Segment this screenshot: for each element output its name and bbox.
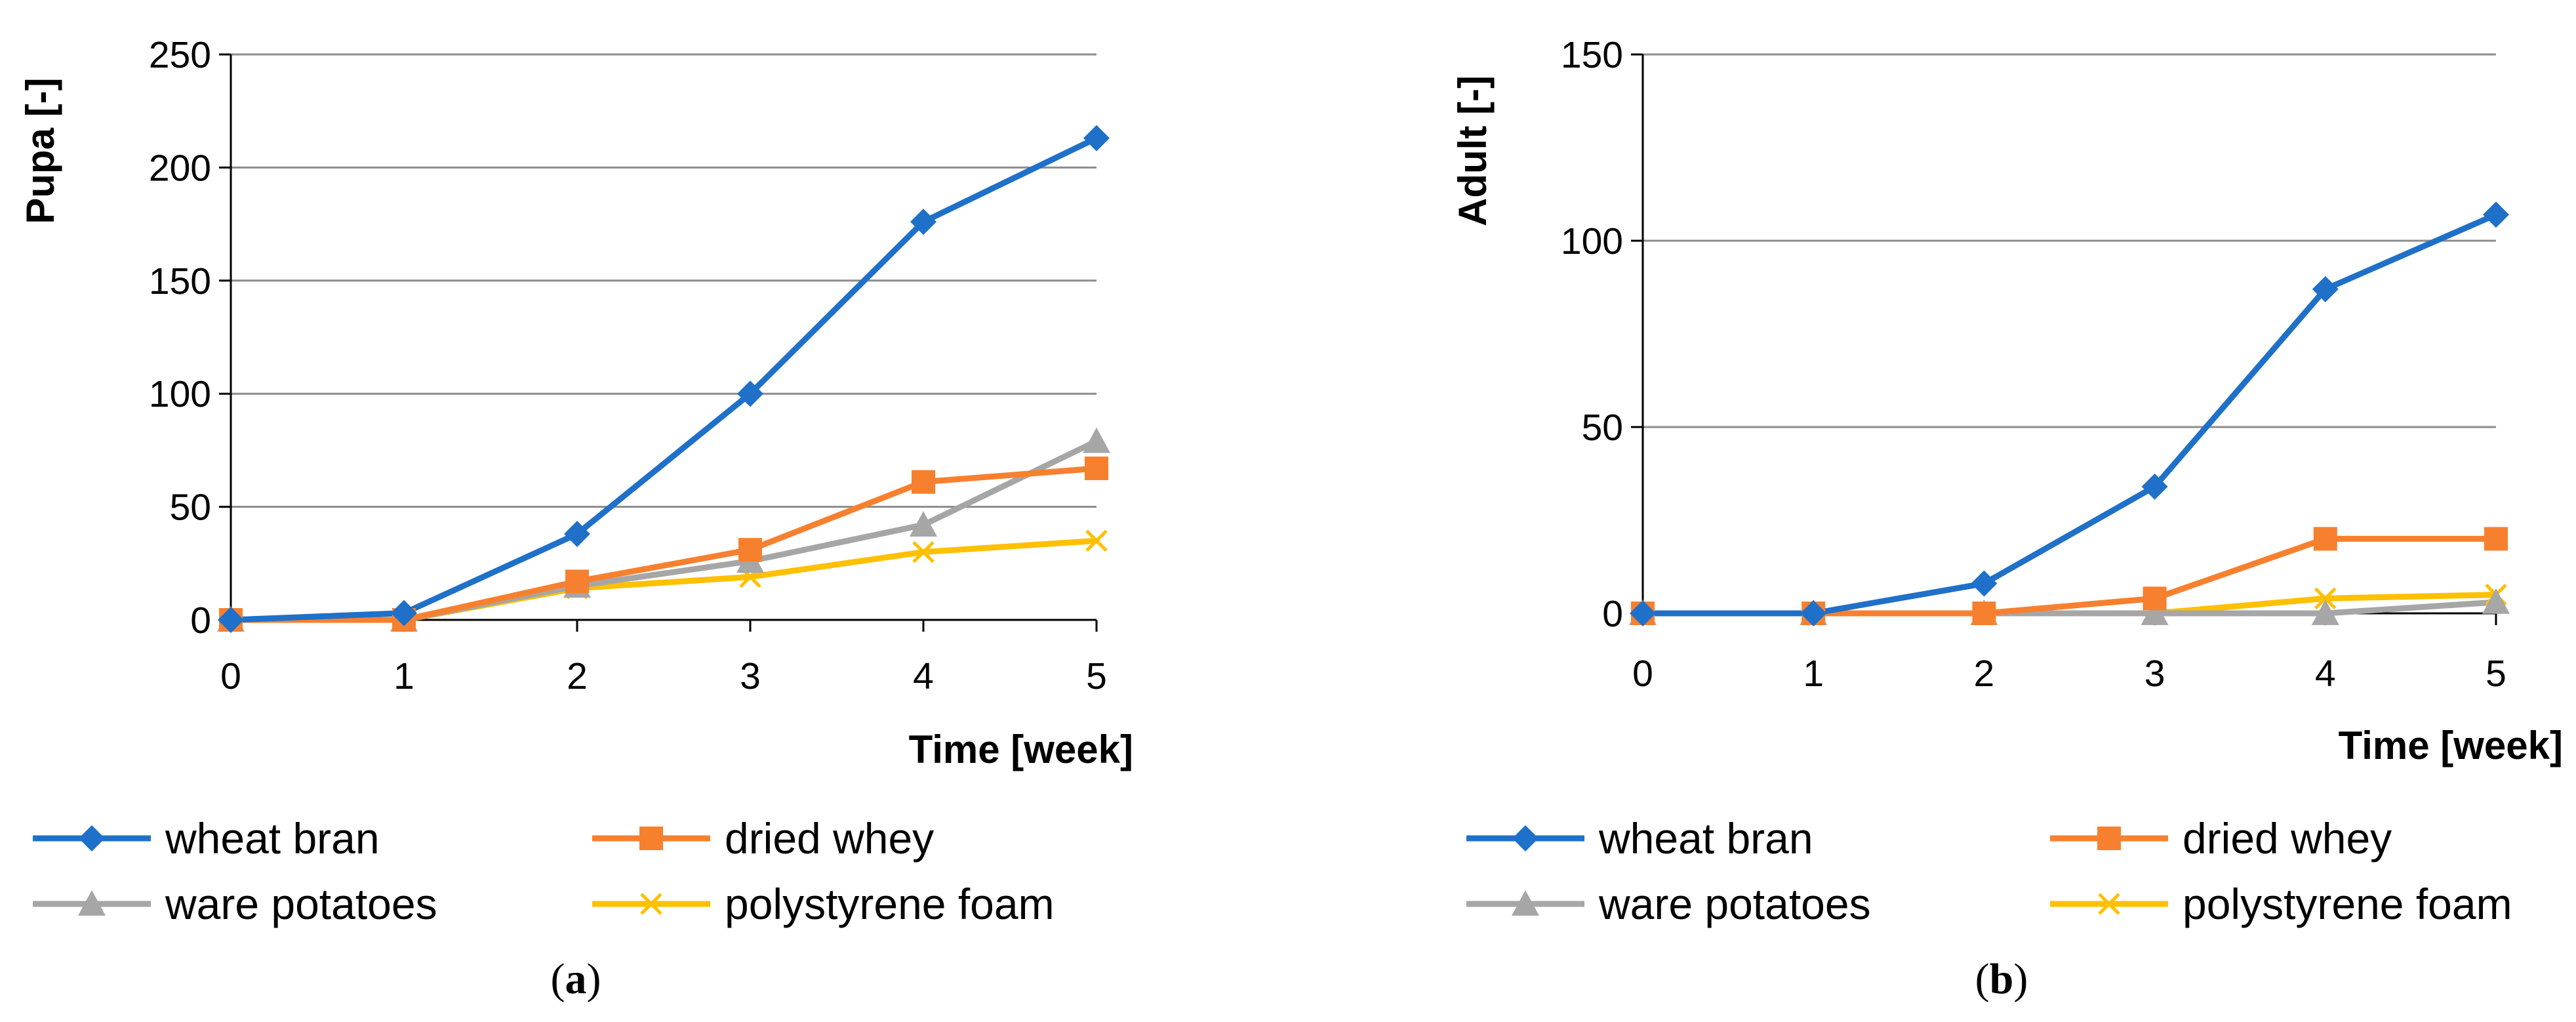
series-line-a-wheat-bran bbox=[228, 135, 1100, 623]
x-tick-label-b-0: 0 bbox=[1632, 653, 1653, 695]
legend-label-b-polystyrene-foam: polystyrene foam bbox=[2183, 880, 2512, 928]
data-point-b-wheat-bran-5 bbox=[2483, 201, 2509, 228]
x-tick-label-a-1: 1 bbox=[393, 655, 414, 697]
x-tick-label-b-2: 2 bbox=[1974, 653, 1995, 695]
series-line-a-polystyrene-foam bbox=[228, 537, 1100, 623]
data-point-a-ware-potatoes-5 bbox=[1083, 427, 1110, 453]
panel-caption-close-a: ) bbox=[587, 955, 601, 1003]
data-point-a-wheat-bran-5 bbox=[1083, 125, 1110, 152]
panel-caption-a: (a) bbox=[551, 955, 601, 1003]
data-point-b-dried-whey-5 bbox=[2484, 527, 2508, 551]
data-point-a-wheat-bran-1 bbox=[391, 600, 417, 626]
series-line-b-wheat-bran bbox=[1640, 211, 2499, 617]
data-point-a-dried-whey-4 bbox=[912, 470, 935, 494]
y-tick-label-a-2: 100 bbox=[149, 373, 211, 415]
data-point-a-dried-whey-5 bbox=[1085, 456, 1108, 480]
y-axis-title-b: Adult [-] bbox=[1451, 75, 1495, 226]
data-point-a-dried-whey-3 bbox=[738, 538, 762, 562]
legend-label-a-polystyrene-foam: polystyrene foam bbox=[725, 880, 1055, 928]
y-tick-label-a-4: 200 bbox=[149, 147, 211, 189]
data-point-a-wheat-bran-3 bbox=[737, 380, 763, 407]
data-point-b-dried-whey-2 bbox=[1972, 602, 1996, 625]
legend-label-b-dried-whey: dried whey bbox=[2183, 814, 2392, 863]
chart-a: 0 50 100 150 200 250 0 1 2 3 4 5 Time [week] Pupa [-]… bbox=[18, 34, 1133, 1003]
legend-marker-a-wheat-bran bbox=[79, 825, 105, 851]
data-point-a-wheat-bran-4 bbox=[910, 209, 936, 235]
panel-caption-letter-b: b bbox=[1990, 955, 2014, 1003]
data-point-b-dried-whey-4 bbox=[2313, 527, 2337, 551]
data-point-b-wheat-bran-4 bbox=[2312, 276, 2339, 302]
x-tick-label-a-3: 3 bbox=[740, 655, 761, 697]
x-tick-label-a-2: 2 bbox=[567, 655, 588, 697]
x-tick-label-a-0: 0 bbox=[220, 655, 241, 697]
y-axis-title-a: Pupa [-] bbox=[18, 77, 62, 224]
legend-marker-b-polystyrene-foam bbox=[2098, 893, 2120, 915]
x-tick-label-a-4: 4 bbox=[913, 655, 934, 697]
data-point-b-wheat-bran-1 bbox=[1800, 600, 1827, 626]
legend-marker-b-wheat-bran bbox=[1512, 825, 1539, 851]
y-tick-label-a-1: 50 bbox=[170, 487, 211, 529]
legend-label-a-wheat-bran: wheat bran bbox=[165, 814, 380, 863]
data-point-a-wheat-bran-2 bbox=[564, 520, 590, 547]
panel-caption-open-b: ( bbox=[1975, 955, 1990, 1003]
y-tick-label-a-0: 0 bbox=[190, 600, 211, 642]
legend-label-b-ware-potatoes: ware potatoes bbox=[1598, 880, 1871, 928]
x-axis-title-a: Time [week] bbox=[909, 727, 1133, 771]
data-point-b-wheat-bran-0 bbox=[1630, 600, 1656, 626]
panel-caption-b: (b) bbox=[1975, 955, 2028, 1003]
series-line-a-ware-potatoes bbox=[228, 438, 1100, 623]
data-point-b-ware-potatoes-4 bbox=[2311, 600, 2339, 625]
y-tick-label-b-2: 100 bbox=[1561, 220, 1623, 262]
y-tick-label-b-0: 0 bbox=[1602, 593, 1623, 635]
data-point-b-ware-potatoes-3 bbox=[2141, 600, 2169, 625]
data-point-b-ware-potatoes-5 bbox=[2482, 588, 2510, 614]
data-point-a-polystyrene-foam-4 bbox=[912, 541, 935, 563]
legend-marker-a-polystyrene-foam bbox=[640, 893, 662, 915]
y-tick-label-a-5: 250 bbox=[149, 34, 211, 76]
legend-marker-b-ware-potatoes bbox=[1512, 890, 1539, 916]
y-tick-label-b-1: 50 bbox=[1582, 407, 1623, 449]
legend-label-a-dried-whey: dried whey bbox=[725, 814, 934, 863]
y-tick-label-b-3: 150 bbox=[1561, 34, 1623, 76]
series-line-b-dried-whey bbox=[1640, 535, 2499, 617]
legend-marker-a-ware-potatoes bbox=[78, 890, 106, 916]
legend-label-b-wheat-bran: wheat bran bbox=[1598, 814, 1813, 863]
legend-label-a-ware-potatoes: ware potatoes bbox=[165, 880, 437, 928]
data-point-b-dried-whey-3 bbox=[2143, 586, 2167, 611]
legend-marker-b-dried-whey bbox=[2097, 827, 2121, 850]
panel-caption-close-b: ) bbox=[2013, 955, 2028, 1003]
data-point-a-dried-whey-2 bbox=[565, 569, 589, 594]
data-point-b-wheat-bran-2 bbox=[1971, 570, 1998, 597]
chart-b: 0 50 100 150 0 1 2 3 4 5 Time [week] Adult [-] wheat… bbox=[1451, 34, 2563, 1003]
panel-caption-letter-a: a bbox=[565, 955, 587, 1003]
series-line-a-dried-whey bbox=[228, 465, 1100, 623]
x-tick-label-b-4: 4 bbox=[2315, 653, 2336, 695]
panel-caption-open-a: ( bbox=[551, 955, 565, 1003]
x-axis-title-b: Time [week] bbox=[2339, 724, 2563, 767]
x-tick-label-b-5: 5 bbox=[2485, 653, 2506, 695]
data-point-a-wheat-bran-0 bbox=[218, 607, 244, 633]
data-point-b-wheat-bran-3 bbox=[2141, 473, 2168, 500]
data-point-a-polystyrene-foam-5 bbox=[1085, 529, 1108, 552]
legend-marker-a-dried-whey bbox=[639, 827, 663, 850]
x-tick-label-b-1: 1 bbox=[1803, 653, 1824, 695]
data-point-b-polystyrene-foam-4 bbox=[2314, 587, 2337, 610]
x-tick-label-b-3: 3 bbox=[2144, 653, 2165, 695]
x-tick-label-a-5: 5 bbox=[1086, 655, 1107, 697]
y-tick-label-a-3: 150 bbox=[149, 260, 211, 302]
data-point-a-ware-potatoes-4 bbox=[910, 511, 937, 537]
